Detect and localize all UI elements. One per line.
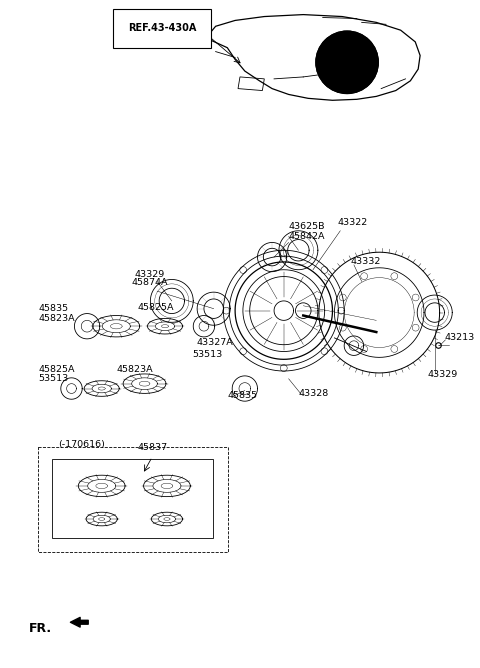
Text: 43625B: 43625B: [288, 222, 325, 230]
Text: 43322: 43322: [337, 218, 368, 227]
Text: 45823A: 45823A: [116, 365, 153, 373]
Text: 45823A: 45823A: [38, 314, 75, 323]
Text: 53513: 53513: [192, 350, 223, 359]
Text: (-170616): (-170616): [58, 440, 105, 449]
Text: 43327A: 43327A: [196, 338, 233, 347]
Text: 43213: 43213: [444, 333, 475, 343]
Text: 45825A: 45825A: [38, 365, 75, 373]
Text: 45835: 45835: [228, 391, 257, 400]
Text: 45825A: 45825A: [138, 303, 174, 312]
Text: FR.: FR.: [29, 622, 52, 635]
Text: 43329: 43329: [134, 271, 165, 279]
Text: 45842A: 45842A: [288, 232, 325, 240]
Text: 45874A: 45874A: [131, 279, 168, 287]
Text: 53513: 53513: [38, 374, 69, 383]
Circle shape: [316, 31, 378, 94]
Text: 43332: 43332: [350, 257, 380, 267]
Text: 43329: 43329: [428, 370, 458, 379]
Text: REF.43-430A: REF.43-430A: [128, 23, 196, 33]
Text: 43328: 43328: [299, 389, 329, 398]
Text: 45835: 45835: [38, 304, 69, 313]
Bar: [52, 459, 213, 538]
Bar: [38, 447, 228, 552]
Text: 45837: 45837: [138, 443, 168, 452]
